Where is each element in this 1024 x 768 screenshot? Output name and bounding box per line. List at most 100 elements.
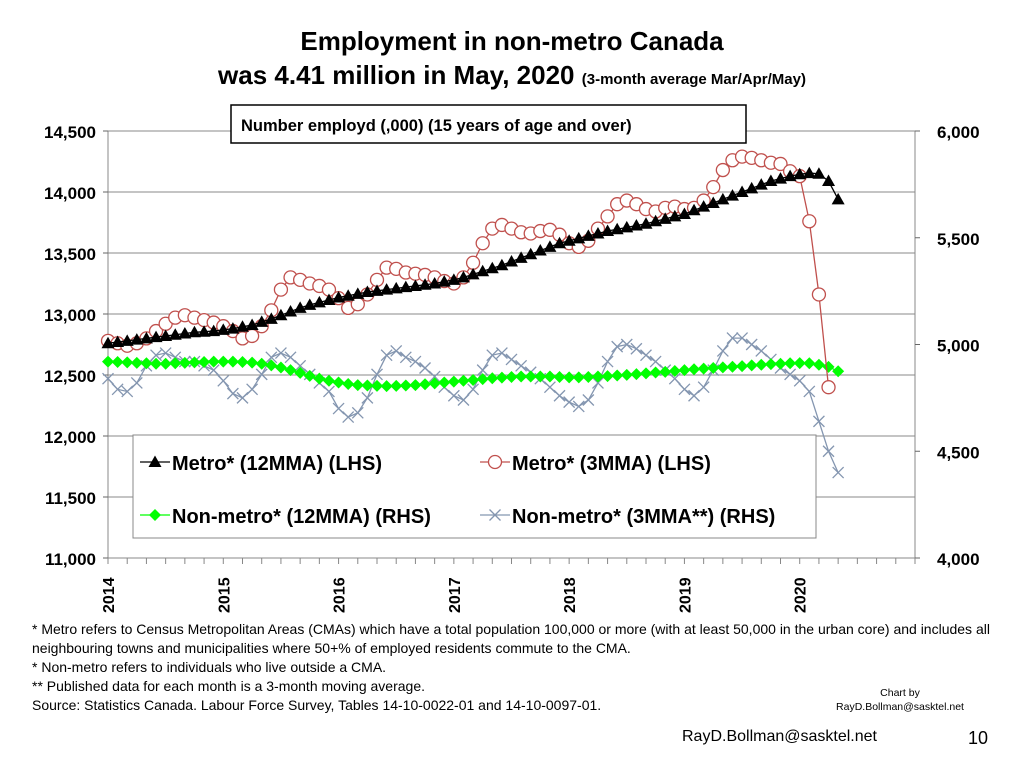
data-point — [495, 347, 508, 359]
data-point — [409, 355, 422, 368]
data-point — [101, 336, 115, 349]
data-point — [803, 385, 816, 398]
data-point — [581, 229, 595, 241]
data-point — [274, 308, 288, 321]
data-point — [159, 347, 172, 359]
data-point — [611, 340, 624, 353]
data-point — [475, 236, 490, 251]
data-point — [745, 181, 759, 194]
data-point — [821, 380, 836, 395]
series-1 — [101, 166, 845, 349]
legend-label: Metro* (3MMA) (LHS) — [512, 453, 711, 475]
data-point — [130, 376, 143, 389]
data-point — [246, 356, 259, 369]
data-point — [755, 358, 768, 371]
data-point — [198, 356, 211, 369]
page-number: 10 — [968, 728, 989, 748]
data-point — [629, 219, 643, 231]
data-point — [678, 383, 691, 396]
data-point — [428, 277, 442, 289]
left-tick-label: 13,000 — [44, 306, 96, 325]
right-tick-label: 5,500 — [937, 230, 980, 249]
data-point — [188, 356, 201, 369]
data-point — [323, 385, 335, 398]
left-tick-label: 11,000 — [45, 550, 96, 569]
data-point — [582, 394, 595, 406]
data-point — [447, 375, 460, 388]
data-point — [659, 365, 672, 378]
data-point — [572, 371, 585, 384]
legend: Metro* (12MMA) (LHS) Metro* (3MMA) (LHS) N… — [132, 434, 817, 539]
data-point — [332, 291, 346, 303]
data-point — [207, 355, 220, 368]
data-point — [303, 369, 316, 382]
data-point — [351, 406, 364, 419]
data-point — [534, 370, 547, 383]
data-point — [736, 332, 749, 345]
data-point — [121, 385, 134, 398]
credit-email: RayD.Bollman@sasktel.net — [836, 701, 964, 713]
data-point — [264, 312, 278, 324]
data-point — [159, 357, 172, 370]
data-point — [274, 361, 287, 374]
annotation-text: Number employd (,000) (15 years of age a… — [241, 117, 632, 135]
data-point — [294, 366, 307, 379]
data-point — [489, 509, 501, 521]
data-point — [563, 396, 576, 409]
data-point — [495, 371, 508, 384]
data-point — [668, 209, 682, 222]
x-tick-label: 2014 — [101, 577, 118, 613]
data-point — [774, 172, 787, 184]
data-point — [515, 359, 528, 372]
right-tick-label: 4,500 — [937, 443, 980, 462]
data-point — [793, 374, 806, 387]
left-tick-label: 11,500 — [45, 489, 96, 508]
data-point — [399, 379, 412, 392]
data-point — [447, 389, 460, 402]
data-point — [783, 169, 797, 182]
data-point — [457, 374, 470, 387]
x-tick-label: 2016 — [332, 577, 349, 613]
data-point — [543, 381, 556, 394]
data-point — [465, 255, 481, 270]
data-point — [226, 355, 239, 368]
data-point — [688, 389, 700, 402]
data-point — [572, 231, 586, 244]
data-point — [515, 370, 528, 383]
footnote-nonmetro: * Non-metro refers to individuals who li… — [32, 659, 387, 675]
data-point — [120, 334, 134, 346]
data-point — [265, 359, 278, 372]
left-tick-label: 14,000 — [44, 184, 96, 203]
data-point — [611, 369, 624, 382]
data-point — [322, 374, 335, 387]
data-point — [668, 364, 681, 377]
data-point — [207, 364, 220, 377]
data-point — [102, 372, 114, 385]
data-point — [764, 174, 778, 187]
data-point — [226, 387, 239, 400]
left-tick-label: 13,500 — [44, 245, 96, 264]
data-point — [187, 325, 201, 338]
data-point — [466, 267, 480, 280]
data-point — [456, 270, 470, 283]
data-point — [620, 338, 633, 351]
data-point — [505, 255, 518, 267]
data-point — [630, 342, 643, 355]
data-point — [390, 379, 403, 392]
data-point — [216, 323, 230, 335]
data-point — [784, 357, 797, 370]
data-point — [293, 301, 307, 313]
data-point — [312, 295, 326, 308]
data-point — [273, 282, 289, 297]
data-point — [168, 328, 182, 340]
data-point — [419, 378, 432, 391]
data-point — [725, 189, 739, 201]
data-point — [773, 156, 788, 172]
data-point — [255, 357, 268, 370]
data-point — [457, 394, 470, 406]
data-point — [111, 335, 125, 348]
data-point — [639, 217, 653, 229]
data-point — [371, 379, 383, 392]
data-point — [774, 357, 787, 370]
data-point — [687, 203, 701, 216]
